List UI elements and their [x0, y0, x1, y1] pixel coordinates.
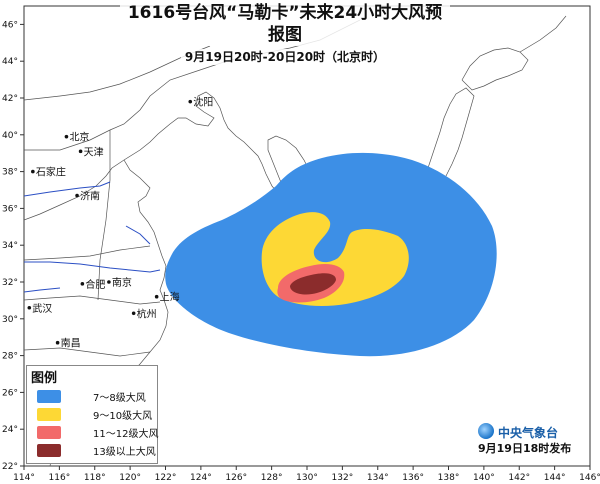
legend-title: 图例: [31, 371, 58, 386]
city-marker: [64, 134, 69, 139]
lon-label: 146°: [579, 473, 600, 483]
city-marker: [131, 311, 136, 316]
lat-label: 40°: [2, 131, 18, 141]
agency-logo-icon: [478, 423, 494, 439]
city-label: 南昌: [61, 337, 81, 350]
city-label: 南京: [112, 276, 132, 289]
map-subtitle: 9月19日20时-20日20时（北京时）: [180, 49, 390, 65]
city-marker: [78, 149, 83, 154]
lat-label: 26°: [2, 388, 18, 398]
city-marker: [75, 193, 79, 198]
lon-label: 136°: [402, 473, 424, 483]
lon-label: 142°: [508, 473, 530, 483]
city-label: 杭州: [137, 307, 157, 320]
title-box: 1616号台风“马勒卡”未来24小时大风预报图 9月19日20时-20日20时（…: [120, 2, 450, 65]
legend-label: 11～12级大风: [93, 429, 159, 440]
lon-label: 132°: [332, 473, 354, 483]
city-label: 天津: [84, 146, 104, 158]
lon-label: 114°: [13, 473, 35, 483]
lat-label: 42°: [2, 94, 18, 104]
legend-label: 7～8级大风: [93, 393, 146, 404]
city-marker: [188, 99, 193, 104]
lat-label: 38°: [2, 168, 18, 178]
lon-label: 144°: [544, 473, 566, 483]
lat-label: 46°: [2, 20, 18, 30]
lat-label: 22°: [2, 462, 18, 472]
city-label: 上海: [160, 291, 180, 304]
city-marker: [80, 282, 85, 286]
city-label: 石家庄: [36, 166, 66, 179]
city-marker: [107, 280, 111, 284]
city-marker: [31, 169, 35, 174]
lon-label: 116°: [49, 473, 71, 483]
city-label: 济南: [80, 190, 100, 203]
legend-swatch: [37, 426, 61, 439]
legend-label: 13级以上大风: [93, 447, 156, 458]
city-label: 沈阳: [193, 96, 213, 109]
city-marker: [154, 294, 159, 299]
rivers: [24, 181, 161, 293]
city-label: 武汉: [32, 302, 52, 315]
legend: 图例 7～8级大风 9～10级大风 11～12级大风 13级以上大风: [26, 365, 158, 464]
city-label: 合肥: [85, 278, 105, 291]
lon-label: 118°: [84, 473, 106, 483]
legend-swatch: [37, 408, 61, 421]
legend-swatch: [37, 444, 61, 457]
lon-label: 122°: [155, 473, 177, 483]
lon-label: 126°: [225, 473, 247, 483]
lat-label: 36°: [2, 204, 18, 214]
legend-swatch: [37, 390, 61, 403]
lat-label: 34°: [2, 241, 18, 251]
lat-label: 32°: [2, 278, 18, 288]
city-label: 北京: [69, 131, 89, 144]
city-marker: [27, 305, 32, 310]
lat-label: 24°: [2, 425, 18, 435]
lon-label: 138°: [438, 473, 460, 483]
lon-label: 134°: [367, 473, 389, 483]
lon-label: 140°: [473, 473, 495, 483]
lat-label: 30°: [2, 315, 18, 325]
wind-zone-7-8: [165, 152, 497, 357]
agency-name: 中央气象台: [498, 426, 559, 440]
map-title: 1616号台风“马勒卡”未来24小时大风预报图: [120, 2, 450, 46]
lon-label: 128°: [261, 473, 283, 483]
city-marker: [55, 340, 60, 345]
legend-label: 9～10级大风: [93, 411, 153, 422]
issue-time: 9月19日18时发布: [478, 442, 572, 455]
lat-label: 28°: [2, 352, 18, 362]
lon-label: 120°: [119, 473, 141, 483]
lon-label: 130°: [296, 473, 318, 483]
wind-zone-13-plus: [290, 273, 336, 295]
lon-label: 124°: [190, 473, 212, 483]
lat-label: 44°: [2, 57, 18, 67]
